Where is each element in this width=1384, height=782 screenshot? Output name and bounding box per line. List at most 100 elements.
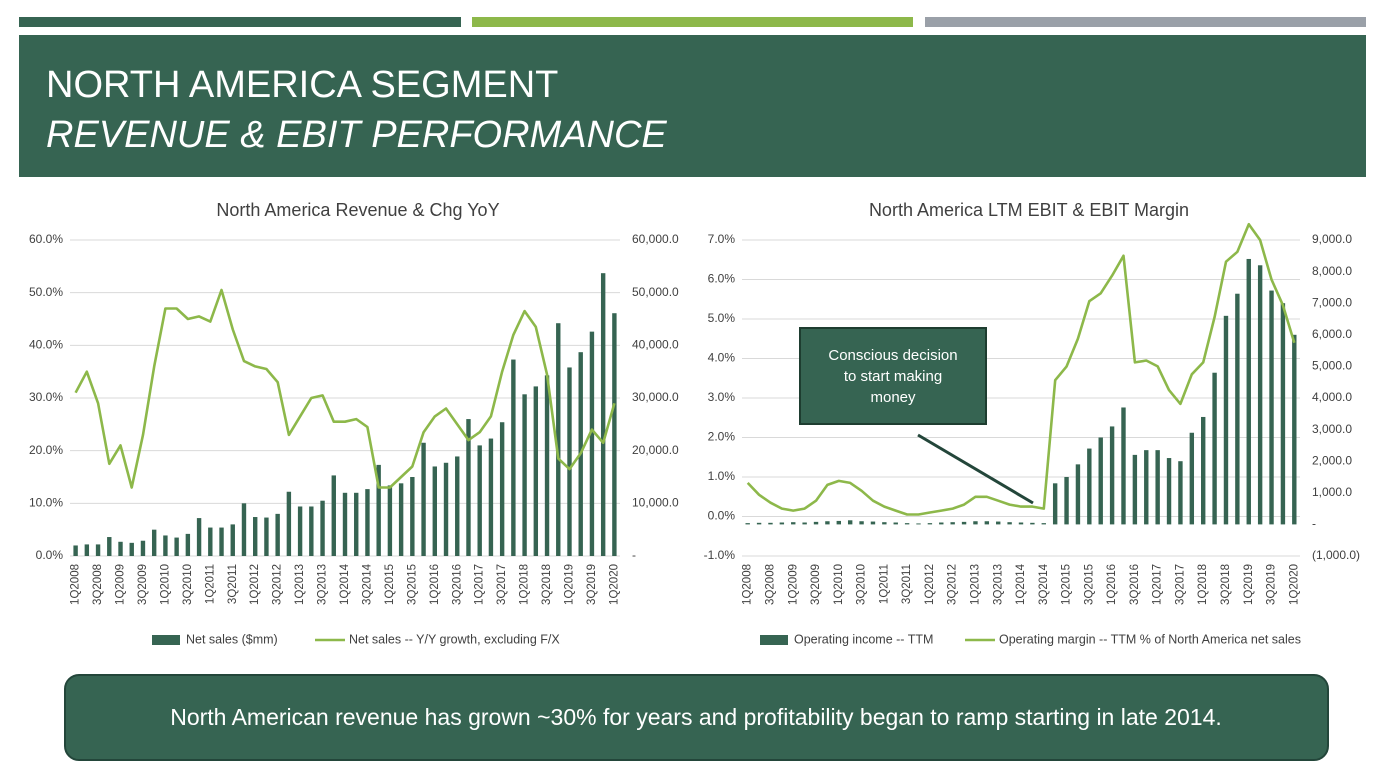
x-tick-label: 3Q2009 bbox=[137, 564, 149, 605]
bar bbox=[421, 442, 426, 556]
x-tick-label: 1Q2008 bbox=[742, 564, 754, 605]
x-tick-label: 1Q2010 bbox=[159, 564, 171, 605]
y-tick-label: 40.0% bbox=[29, 338, 63, 352]
bar bbox=[779, 522, 785, 525]
y2-tick-label: - bbox=[1312, 517, 1316, 531]
bar bbox=[1223, 315, 1229, 525]
x-tick-label: 3Q2014 bbox=[361, 563, 373, 605]
x-tick-label: 1Q2011 bbox=[878, 564, 890, 604]
bar bbox=[185, 533, 191, 556]
y2-tick-label: 8,000.0 bbox=[1312, 264, 1352, 278]
bar bbox=[163, 535, 168, 556]
bar bbox=[1292, 334, 1297, 525]
y-tick-label: 2.0% bbox=[708, 430, 736, 444]
y-tick-label: 60.0% bbox=[29, 232, 63, 246]
legend-label: Net sales -- Y/Y growth, excluding F/X bbox=[349, 632, 560, 646]
bar bbox=[522, 394, 527, 556]
legend-label: Net sales ($mm) bbox=[186, 632, 278, 646]
x-tick-label: 1Q2015 bbox=[384, 564, 396, 605]
x-tick-label: 3Q2011 bbox=[227, 564, 239, 604]
bar bbox=[1201, 416, 1206, 525]
bar bbox=[1212, 372, 1217, 525]
x-tick-label: 3Q2015 bbox=[406, 564, 418, 605]
y2-tick-label: 40,000.0 bbox=[632, 338, 679, 352]
bar bbox=[1280, 303, 1286, 525]
bar bbox=[253, 517, 258, 556]
bar bbox=[1041, 523, 1046, 525]
bar bbox=[556, 323, 561, 556]
y-tick-label: -1.0% bbox=[704, 548, 736, 562]
bar bbox=[859, 521, 864, 525]
bar bbox=[1007, 522, 1012, 525]
x-tick-label: 1Q2018 bbox=[1197, 564, 1209, 605]
x-tick-label: 3Q2010 bbox=[182, 564, 194, 605]
bar bbox=[768, 522, 773, 525]
x-tick-label: 3Q2016 bbox=[1129, 564, 1141, 605]
bar bbox=[1235, 293, 1240, 525]
bar bbox=[95, 544, 101, 556]
bar bbox=[1189, 432, 1195, 525]
bar bbox=[309, 506, 314, 556]
header-title: NORTH AMERICA SEGMENT bbox=[46, 64, 558, 106]
legend-swatch bbox=[152, 635, 180, 645]
y2-tick-label: 9,000.0 bbox=[1312, 232, 1352, 246]
x-tick-label: 3Q2008 bbox=[92, 564, 104, 605]
x-tick-label: 1Q2017 bbox=[1152, 564, 1164, 605]
x-tick-label: 3Q2010 bbox=[856, 564, 868, 605]
bar bbox=[477, 445, 482, 556]
bar bbox=[1052, 483, 1058, 525]
x-tick-label: 1Q2015 bbox=[1061, 564, 1073, 605]
x-tick-label: 1Q2019 bbox=[1243, 564, 1255, 605]
chart-title: North America LTM EBIT & EBIT Margin bbox=[869, 200, 1189, 220]
annotation-box bbox=[799, 327, 987, 425]
bar bbox=[1121, 407, 1126, 525]
x-tick-label: 1Q2018 bbox=[519, 564, 531, 605]
bar bbox=[342, 492, 348, 556]
y2-tick-label: 7,000.0 bbox=[1312, 295, 1352, 309]
bar bbox=[365, 489, 370, 556]
bar bbox=[870, 521, 876, 525]
y2-tick-label: (1,000.0) bbox=[1312, 548, 1360, 562]
y-tick-label: 30.0% bbox=[29, 390, 63, 404]
bar bbox=[84, 544, 90, 556]
bar bbox=[973, 521, 978, 525]
bar bbox=[297, 506, 303, 556]
bar bbox=[802, 522, 807, 525]
y-tick-label: 1.0% bbox=[708, 469, 736, 483]
bar bbox=[432, 466, 437, 556]
bar bbox=[589, 331, 595, 556]
y-tick-label: 0.0% bbox=[708, 509, 736, 523]
line bbox=[74, 288, 616, 489]
x-tick-label: 3Q2012 bbox=[272, 564, 284, 605]
x-tick-label: 3Q2011 bbox=[901, 564, 913, 604]
x-tick-label: 1Q2016 bbox=[1106, 564, 1118, 605]
x-tick-label: 3Q2017 bbox=[496, 564, 508, 605]
y2-tick-label: 1,000.0 bbox=[1312, 485, 1352, 499]
x-tick-label: 3Q2015 bbox=[1083, 564, 1095, 605]
x-tick-label: 3Q2013 bbox=[992, 564, 1004, 605]
bar bbox=[567, 367, 572, 556]
y-tick-label: 4.0% bbox=[708, 351, 736, 365]
bar bbox=[847, 520, 853, 525]
footer-text: North American revenue has grown ~30% fo… bbox=[170, 704, 1222, 730]
stripe bbox=[19, 17, 461, 27]
bar bbox=[1166, 458, 1172, 525]
bar bbox=[511, 359, 516, 556]
legend-swatch bbox=[760, 635, 788, 645]
x-tick-label: 1Q2019 bbox=[564, 564, 576, 605]
bar bbox=[1246, 258, 1251, 525]
x-tick-label: 1Q2020 bbox=[608, 564, 620, 605]
bar bbox=[961, 521, 967, 525]
bar bbox=[410, 477, 415, 556]
x-tick-label: 1Q2020 bbox=[1288, 564, 1300, 605]
x-tick-label: 3Q2018 bbox=[541, 564, 553, 605]
legend-label: Operating income -- TTM bbox=[794, 632, 933, 646]
bar bbox=[398, 483, 404, 556]
y2-tick-label: 30,000.0 bbox=[632, 390, 679, 404]
bar bbox=[984, 521, 990, 525]
bar bbox=[950, 522, 955, 525]
annotation-arrow bbox=[917, 433, 1034, 505]
bar bbox=[893, 522, 898, 525]
